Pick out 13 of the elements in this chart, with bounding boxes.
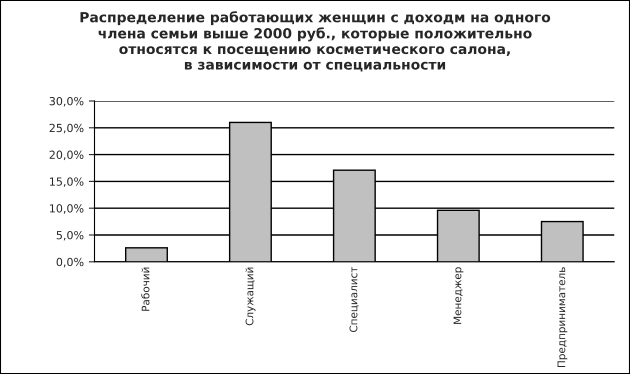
y-tick-label: 5,0% [56,230,84,241]
y-tick-label: 15,0% [50,177,84,187]
y-tick-label: 20,0% [50,150,84,160]
x-tick-label: Служащий [245,268,256,326]
y-tick-label: 10,0% [50,204,84,214]
chart-title: Распределение работающих женщин с доходм на одного члена семьи выше 2000 руб., которые положительно относятся к посещению косметического салона, в зависимости от специальности [80,11,550,72]
y-tick-label: 25,0% [50,124,84,134]
x-tick-label: Предприниматель [558,267,568,367]
x-tick-label: Менеджер [454,267,464,324]
x-tick-label: Специалист [350,266,359,332]
y-tick-label: 0,0% [56,258,84,268]
y-tick-label: 30,0% [50,96,84,106]
x-tick-label: Рабочий [141,268,150,311]
